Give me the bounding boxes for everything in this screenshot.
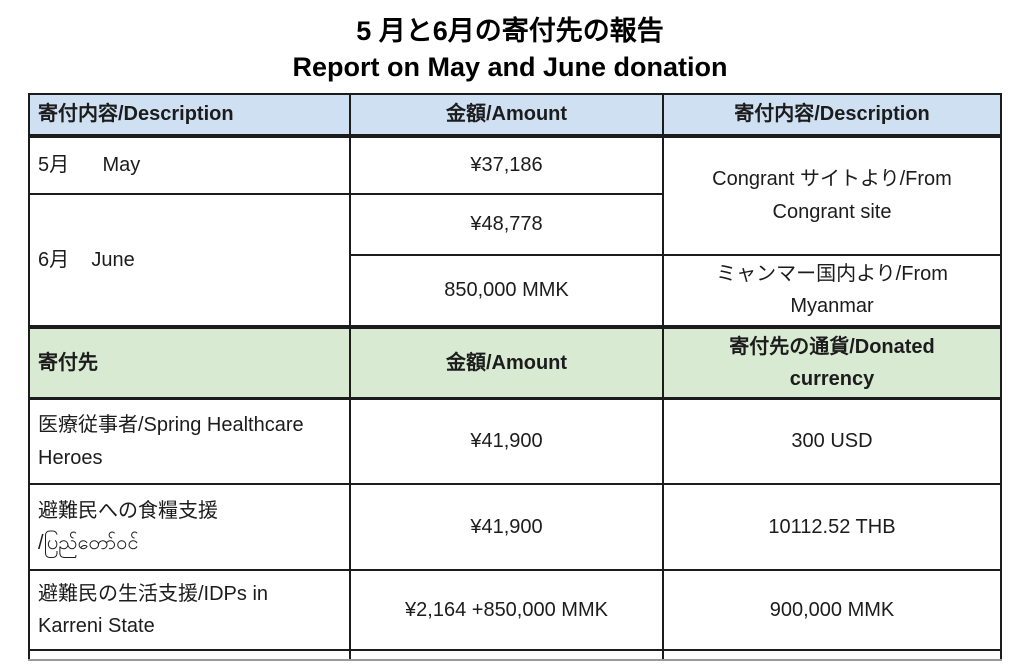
cell-recipient-name: 医療従事者/Spring Healthcare Heroes bbox=[28, 397, 351, 485]
table-row-june-jpy: 6月 June ¥48,778 bbox=[28, 192, 1001, 328]
table-header-recipients: 寄付先 金額/Amount 寄付先の通貨/Donated currency bbox=[28, 324, 1002, 401]
cell-recipient-donated: 10112.52 THB bbox=[662, 482, 1002, 571]
table-row-cutoff bbox=[28, 648, 1002, 661]
page-title-japanese: 5 月と6月の寄付先の報告 bbox=[356, 16, 664, 46]
cell-recipient-amount: ¥2,164 +850,000 MMK bbox=[349, 568, 664, 651]
table-row-june-mmk: 850,000 MMK ミャンマー国内より/From Myanmar bbox=[29, 253, 1002, 328]
report-titles: 5 月と6月の寄付先の報告 Report on May and June don… bbox=[0, 14, 1020, 85]
cell-recipient-donated: 900,000 MMK bbox=[662, 568, 1002, 651]
cell-source-myanmar: ミャンマー国内より/From Myanmar bbox=[662, 253, 1002, 328]
cutoff-cell bbox=[349, 648, 664, 661]
header-cell-amount: 金額/Amount bbox=[349, 92, 664, 138]
cell-may-label: 5月 May bbox=[28, 134, 351, 195]
cell-june-amount-jpy: ¥48,778 bbox=[349, 192, 664, 256]
header-cell-description-left: 寄付内容/Description bbox=[28, 92, 351, 138]
cell-may-amount: ¥37,186 bbox=[349, 134, 664, 195]
page-title-english: Report on May and June donation bbox=[292, 52, 728, 83]
cell-recipient-name: 避難民の生活支援/IDPs in Karreni State bbox=[28, 568, 351, 651]
cell-june-amount-mmk: 850,000 MMK bbox=[349, 253, 664, 328]
cell-recipient-donated: 300 USD bbox=[662, 397, 1002, 485]
cutoff-cell bbox=[662, 648, 1002, 661]
cell-recipient-name: 避難民への食糧支援 /ပြည်တော်ဝင် bbox=[28, 482, 351, 571]
cell-recipient-amount: ¥41,900 bbox=[349, 482, 664, 571]
header-cell-description-right: 寄付内容/Description bbox=[662, 92, 1002, 138]
table-row-idps-karreni: 避難民の生活支援/IDPs in Karreni State ¥2,164 +8… bbox=[28, 568, 1002, 651]
header-cell-recipient: 寄付先 bbox=[28, 324, 351, 401]
header-cell-amount-2: 金額/Amount bbox=[349, 324, 664, 401]
cell-source-congrant: Congrant サイトより/From Congrant site bbox=[662, 134, 1002, 256]
table-row-healthcare-heroes: 医療従事者/Spring Healthcare Heroes ¥41,900 3… bbox=[28, 397, 1002, 485]
donation-report-table: 寄付内容/Description 金額/Amount 寄付内容/Descript… bbox=[28, 92, 1002, 661]
cutoff-cell bbox=[28, 648, 351, 661]
cell-recipient-amount: ¥41,900 bbox=[349, 397, 664, 485]
table-header-income: 寄付内容/Description 金額/Amount 寄付内容/Descript… bbox=[28, 92, 1002, 138]
table-row-may: 5月 May ¥37,186 Congrant サイトより/From Congr… bbox=[28, 134, 1002, 256]
cell-june-label: 6月 June bbox=[28, 192, 351, 328]
table-row-food-support: 避難民への食糧支援 /ပြည်တော်ဝင် ¥41,900 10112.52 … bbox=[28, 482, 1002, 571]
header-cell-donated-currency: 寄付先の通貨/Donated currency bbox=[662, 324, 1002, 401]
